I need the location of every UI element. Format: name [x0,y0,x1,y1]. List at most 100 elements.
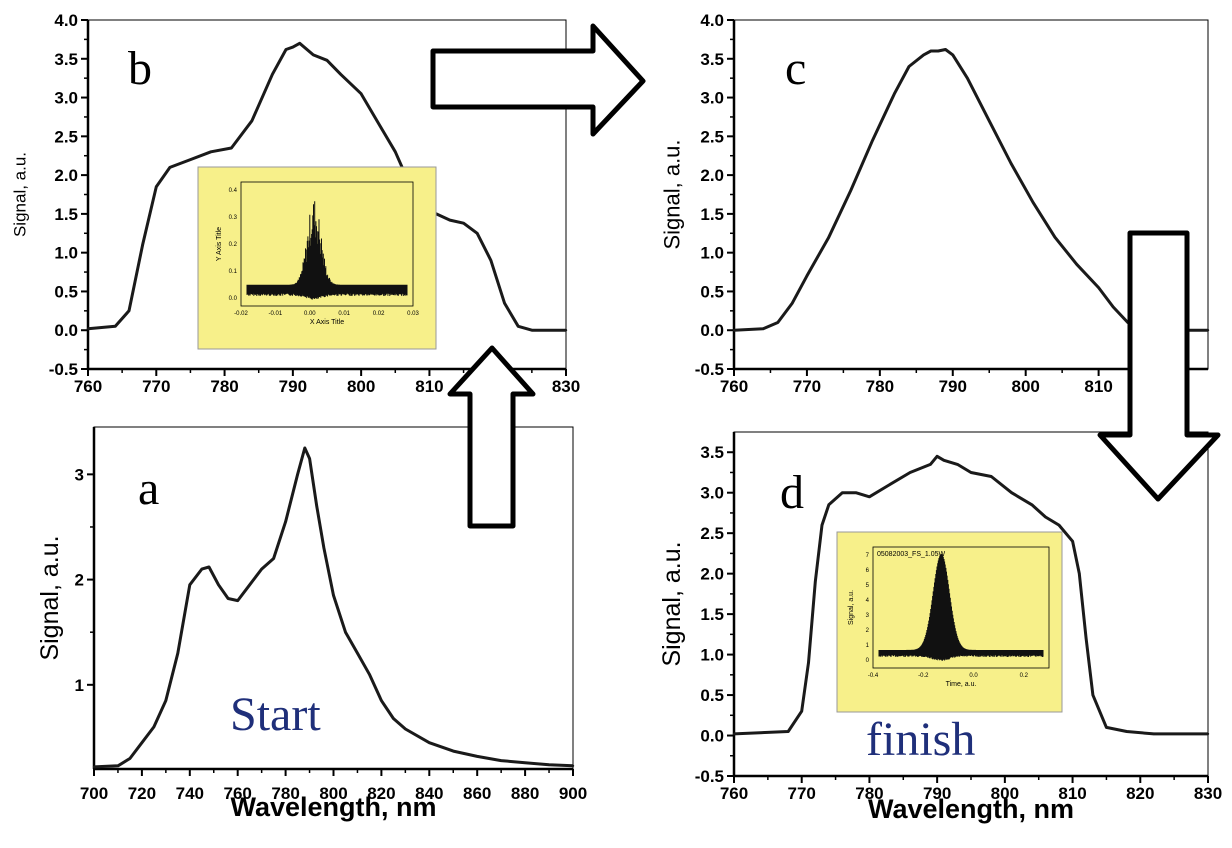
inset-trace-b [246,201,408,300]
x-tick-label-c: 800 [1012,377,1040,396]
data-point-b [155,185,158,188]
inset-title-d: 05082003_FS_1.05W [877,551,945,558]
data-point-a [499,759,503,762]
data-point-d [990,475,993,478]
data-point-d [827,503,830,507]
data-point-d [1091,693,1095,697]
data-point-a [200,567,203,571]
data-point-d [800,710,803,713]
inset-y-tick-label-d: 4 [866,598,870,604]
data-point-d [807,661,810,664]
data-point-a [260,567,263,571]
data-point-c [1075,263,1078,266]
data-point-d [1071,540,1074,543]
data-point-b [141,243,144,247]
data-point-c [805,274,809,278]
x-tick-label-a: 860 [463,784,491,803]
inset-y-tick-label-b: 0.4 [229,188,238,194]
data-point-b [359,92,363,95]
data-point-a [248,583,251,587]
data-point-b [312,53,315,57]
data-point-a [332,594,335,597]
inset-y-tick-label-d: 5 [866,583,870,589]
inset-y-tick-label-d: 0 [866,658,870,664]
y-tick-label-d: 0.5 [700,686,724,705]
data-point-a [92,765,96,769]
x-tick-label-c: 790 [939,377,967,396]
inset-x-tick-label-b: 0.01 [338,311,350,317]
data-point-b [564,329,568,332]
x-tick-label-a: 740 [176,784,204,803]
data-point-b [230,146,233,150]
data-point-d [942,459,946,462]
y-tick-label-b: 3.5 [54,50,78,69]
data-point-b [489,259,493,262]
inset-y-axis-title-d: Signal, a.u. [848,590,855,625]
y-tick-label-b: 0.5 [54,282,78,301]
inset-b: -0.02 -0.01 0.00 0.01 0.02 0.03 0.0 0.1 0.2 0.3 0.… [197,166,437,350]
x-axis-title-a: Wavelength, nm [230,792,436,822]
inset-x-tick-label-d: 0.2 [1020,673,1029,679]
x-tick-label-a: 800 [319,784,347,803]
x-tick-label-a: 700 [80,784,108,803]
y-tick-label-a: 1 [75,676,84,695]
x-tick-label-a: 900 [559,784,587,803]
data-point-d [1044,515,1047,519]
data-point-c [988,119,991,123]
inset-x-tick-label-b: 0.02 [373,311,385,317]
data-point-c [732,329,736,332]
x-tick-label-d: 770 [788,784,816,803]
data-point-b [517,325,520,328]
data-point-b [325,59,329,62]
y-tick-label-c: 3.5 [700,50,724,69]
x-tick-label-c: 760 [720,377,748,396]
arrow-down-c-to-d [1097,230,1221,502]
data-point-c [966,76,969,80]
data-point-b [250,119,254,123]
series-line-a [93,446,574,769]
inset-x-tick-label-b: 0.03 [407,311,419,317]
inset-x-tick-label-b: -0.01 [269,311,283,317]
data-point-b [503,301,506,305]
data-point-d [1105,726,1108,729]
data-point-a [476,755,479,758]
inset-y-tick-label-d: 6 [866,568,870,574]
x-tick-label-c: 780 [866,377,894,396]
panel-a: 700 720 740 760 780 800 820 840 860 880 900 1 2 3 Sign… [36,426,587,822]
data-point-a [452,749,455,753]
data-point-c [893,92,896,95]
series-line-b [87,41,566,332]
data-point-a [217,583,220,587]
y-axis-title-d: Signal, a.u. [658,541,686,666]
data-point-a [322,546,326,550]
data-point-d [929,463,932,466]
y-tick-label-b: 2.0 [54,166,78,185]
data-point-b [298,42,301,45]
data-point-b [209,150,213,154]
inset-y-tick-label-d: 2 [866,628,870,634]
inset-x-tick-label-d: -0.4 [868,673,879,679]
x-tick-label-b: 790 [279,377,307,396]
data-point-c [907,65,911,68]
x-tick-label-b: 780 [210,377,238,396]
data-point-a [236,599,239,602]
data-point-a [284,520,287,523]
y-tick-label-b: 4.0 [54,11,78,30]
data-point-d [969,471,973,474]
inset-y-axis-title-b: Y Axis Title [216,227,223,261]
data-point-a [368,673,371,676]
data-point-a [128,757,132,760]
x-tick-label-b: 800 [347,377,375,396]
data-point-a [315,504,318,508]
data-point-a [404,727,407,731]
y-tick-label-c: -0.5 [695,360,724,379]
data-point-d [786,730,790,733]
data-point-c [791,301,794,305]
x-tick-label-d: 780 [855,784,883,803]
data-point-a [226,597,230,600]
inset-x-tick-label-b: -0.02 [234,311,248,317]
data-point-a [140,741,144,744]
data-point-d [888,483,891,486]
data-point-d [956,463,959,466]
data-point-b [284,48,288,51]
